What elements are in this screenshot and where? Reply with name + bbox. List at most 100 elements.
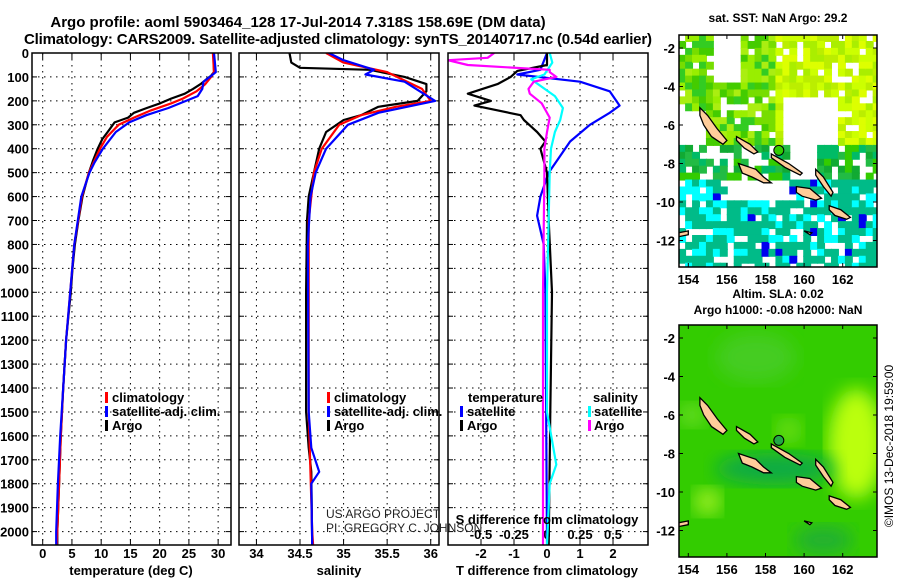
- sst-cell: [880, 186, 888, 194]
- sst-cell: [831, 54, 839, 63]
- sst-cell: [831, 234, 839, 243]
- sst-cell: [747, 248, 756, 257]
- sst-cell: [844, 103, 853, 112]
- sst-cell: [858, 110, 867, 119]
- depth-tick-label: 1300: [0, 357, 29, 372]
- sst-cell: [740, 47, 749, 56]
- island: [803, 520, 814, 526]
- sst-cell: [754, 68, 763, 77]
- sst-cell: [768, 47, 777, 56]
- series-line-s-satellite: [530, 53, 565, 545]
- sst-cell: [712, 172, 721, 181]
- lat-tick-label: -12: [656, 234, 675, 249]
- island: [770, 152, 804, 176]
- sst-cell: [851, 200, 860, 209]
- sst-cell: [768, 172, 777, 181]
- sst-cell: [712, 214, 721, 223]
- imos-timestamp: ©IMOS 13-Dec-2018 19:59:00: [882, 365, 896, 528]
- sst-cell: [705, 35, 714, 42]
- sst-cell: [817, 82, 826, 91]
- sst-cell: [768, 248, 777, 257]
- sst-cell: [679, 54, 687, 63]
- sst-cell: [754, 200, 763, 209]
- sst-cell: [831, 151, 839, 160]
- sst-cell: [858, 255, 867, 264]
- sst-cell: [740, 40, 749, 49]
- island: [699, 396, 728, 436]
- sst-cell: [810, 75, 819, 84]
- sst-cell: [692, 82, 700, 91]
- sst-cell: [872, 262, 877, 267]
- depth-tick-label: 600: [7, 190, 29, 205]
- sst-cell: [872, 228, 877, 236]
- sst-cell: [844, 47, 853, 56]
- sst-cell: [858, 61, 867, 70]
- sst-cell: [679, 96, 687, 105]
- island: [815, 167, 834, 198]
- sst-cell: [789, 241, 798, 250]
- sst-cell: [733, 207, 742, 216]
- sst-cell: [837, 228, 846, 236]
- sst-cell: [712, 234, 721, 243]
- sst-cell: [880, 180, 888, 188]
- legend-title-temperature: temperature: [468, 390, 543, 405]
- sst-cell: [872, 35, 877, 42]
- sst-cell: [782, 228, 791, 236]
- sst-cell: [837, 179, 846, 188]
- lon-tick-label: 160: [793, 562, 815, 577]
- sst-cell: [733, 228, 742, 236]
- sst-cell: [726, 221, 735, 230]
- sst-cell: [858, 241, 867, 250]
- sst-cell: [712, 207, 721, 216]
- legend-label: climatology: [334, 390, 407, 405]
- sst-cell: [851, 179, 860, 188]
- sla-anomaly-patch: [679, 403, 707, 427]
- sst-cell: [726, 117, 735, 126]
- sst-cell: [698, 214, 707, 223]
- sst-cell: [789, 248, 798, 257]
- sla-anomaly-patch: [828, 388, 877, 499]
- sst-cell: [719, 241, 728, 250]
- sst-cell: [679, 248, 687, 257]
- sst-cell: [803, 54, 812, 63]
- depth-tick-label: 1000: [0, 285, 29, 300]
- sst-cell: [865, 241, 874, 250]
- sst-cell: [698, 68, 707, 77]
- sst-cell: [865, 117, 874, 126]
- sst-cell: [775, 221, 784, 230]
- sst-cell: [698, 248, 707, 257]
- sst-cell: [803, 35, 812, 42]
- sst-cell: [740, 117, 749, 126]
- depth-tick-label: 1700: [0, 453, 29, 468]
- sst-cell: [858, 40, 867, 49]
- sst-cell: [692, 262, 700, 267]
- sst-cell: [872, 131, 877, 139]
- sst-cell: [824, 172, 833, 181]
- sst-map: sat. SST: NaN Argo: 29.2 154 156 158 160 162 -…: [656, 11, 888, 287]
- sst-cell: [761, 137, 770, 146]
- sst-cell: [679, 61, 687, 70]
- s-diff-tick-label: 0.25: [567, 527, 592, 542]
- lon-tick-label: 160: [793, 272, 815, 287]
- sst-cell: [733, 82, 742, 91]
- sst-cell: [803, 82, 812, 91]
- sst-cell: [796, 200, 805, 209]
- island: [803, 230, 814, 236]
- sst-cell: [824, 61, 833, 70]
- sst-cell: [865, 228, 874, 236]
- sst-cell: [705, 248, 714, 257]
- sst-cell: [880, 76, 888, 84]
- sst-cell: [761, 214, 770, 223]
- sst-cell: [685, 61, 694, 70]
- depth-tick-label: 400: [7, 142, 29, 157]
- sst-cell: [880, 207, 888, 215]
- sst-cell: [679, 255, 687, 264]
- sst-cell: [775, 255, 784, 264]
- sst-cell: [837, 165, 846, 174]
- sst-cell: [705, 61, 714, 70]
- sst-cell: [810, 40, 819, 49]
- sst-cell: [754, 228, 763, 236]
- sst-cell: [692, 200, 700, 209]
- sst-cell: [837, 40, 846, 49]
- sst-cell: [761, 200, 770, 209]
